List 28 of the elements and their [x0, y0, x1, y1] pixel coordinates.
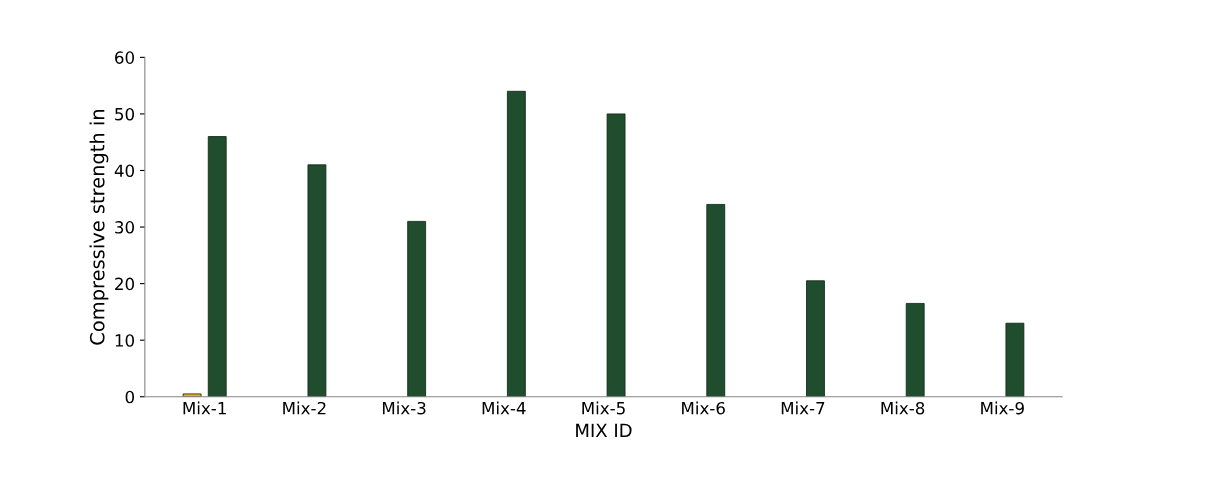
y-tick-label: 20 — [115, 277, 135, 291]
x-tick-label: Mix-5 — [582, 401, 625, 415]
x-tick-label: Mix-1 — [183, 401, 226, 415]
y-tick-label: 60 — [115, 51, 135, 64]
x-tick-label: Mix-4 — [482, 401, 526, 415]
x-axis-title: MIX ID — [576, 423, 632, 438]
y-axis-title: Compressive strength in — [89, 110, 109, 345]
bar — [706, 204, 726, 397]
bar — [207, 136, 227, 397]
x-tick-label: Mix-8 — [881, 401, 925, 415]
bar — [905, 302, 925, 397]
bar — [1005, 322, 1025, 397]
y-tick-label: 30 — [115, 221, 135, 234]
x-tick-label: Mix-2 — [283, 401, 326, 415]
x-tick-label: Mix-3 — [382, 401, 426, 415]
y-tick-label: 40 — [114, 164, 135, 178]
y-tick-label: 10 — [115, 334, 135, 347]
x-tick-label: Mix-6 — [682, 401, 725, 415]
y-tick-label: 0 — [125, 390, 135, 404]
bar — [407, 220, 427, 397]
bar — [606, 113, 626, 397]
bar — [182, 393, 202, 397]
bar — [506, 90, 526, 397]
x-tick-label: Mix-9 — [981, 401, 1024, 415]
x-tick-label: Mix-7 — [781, 401, 825, 415]
bar — [806, 280, 825, 397]
y-tick-label: 50 — [115, 107, 135, 121]
bar — [307, 164, 327, 397]
